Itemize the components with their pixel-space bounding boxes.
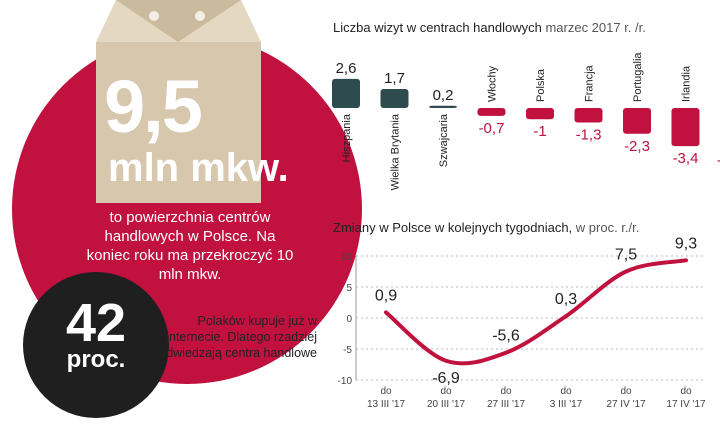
area-value: 9,5: [104, 65, 203, 148]
area-unit: mln mkw.: [108, 146, 289, 190]
line-chart-title-main: Zmiany w Polsce w kolejnych tygodniach,: [333, 220, 573, 235]
bar-category-label-3: Włochy: [487, 65, 499, 102]
bar-category-label-0: Hiszpania: [341, 113, 353, 162]
bar-chart-subtitle: marzec 2017 r. /r.: [545, 20, 646, 35]
line-x-label-top-1: do: [440, 386, 452, 397]
line-point-5: [684, 258, 688, 262]
bar-category-label-7: Irlandia: [681, 65, 693, 102]
bar-value-label-6: -2,3: [624, 138, 650, 155]
line-x-label-3: 3 III '17: [550, 399, 583, 410]
bar-chart-title: Liczba wizyt w centrach handlowych marze…: [333, 20, 646, 35]
bar-chart-title-main: Liczba wizyt w centrach handlowych: [333, 20, 542, 35]
line-series: [384, 258, 688, 366]
line-x-label-top-2: do: [500, 386, 512, 397]
line-x-label-top-0: do: [380, 386, 392, 397]
line-x-label-0: 13 III '17: [367, 399, 405, 410]
line-value-label-2: -5,6: [492, 328, 520, 345]
online-share-description: Polaków kupuje już w internecie. Dlatego…: [159, 314, 317, 360]
line-chart-title: Zmiany w Polsce w kolejnych tygodniach, …: [333, 220, 639, 235]
line-chart-y-tick-label-4: -10: [338, 376, 353, 387]
line-chart-y-tick-label-2: 0: [346, 314, 352, 325]
bar-value-label-7: -3,4: [673, 150, 699, 167]
bar-0: [332, 78, 360, 108]
bar-7: [671, 108, 700, 147]
bar-value-label-2: 0,2: [433, 87, 454, 104]
line-point-1: [444, 359, 448, 363]
online-share-unit: proc.: [66, 346, 126, 373]
line-x-label-top-4: do: [620, 386, 632, 397]
line-x-label-4: 27 IV '17: [606, 399, 646, 410]
bar-value-label-8: -10,8: [717, 152, 720, 169]
line-x-label-2: 27 III '17: [487, 399, 525, 410]
bar-category-label-6: Portugalia: [632, 52, 644, 102]
line-chart-subtitle: w proc. r./r.: [575, 220, 640, 235]
bar-value-label-3: -0,7: [479, 120, 505, 137]
bar-category-label-2: Szwajcaria: [438, 113, 450, 167]
line-x-label-top-5: do: [680, 386, 692, 397]
online-share-value: 42: [65, 293, 127, 353]
bar-3: [477, 108, 506, 116]
line-value-label-0: 0,9: [375, 287, 397, 304]
line-x-label-top-3: do: [560, 386, 572, 397]
bar-1: [380, 88, 409, 108]
line-value-label-5: 9,3: [675, 235, 697, 252]
bar-value-label-4: -1: [533, 123, 546, 140]
bar-5: [574, 108, 603, 123]
line-chart-y-tick-label-3: -5: [343, 345, 352, 356]
line-point-4: [624, 270, 628, 273]
bar-4: [526, 108, 554, 120]
line-point-3: [564, 314, 568, 318]
bar-category-label-4: Polska: [535, 68, 547, 102]
bar-6: [623, 108, 651, 134]
bar-value-label-0: 2,6: [336, 60, 357, 77]
line-x-label-5: 17 IV '17: [666, 399, 706, 410]
line-chart-y-tick-label-1: 5: [346, 283, 352, 294]
bar-category-label-5: Francja: [584, 64, 596, 102]
line-value-label-4: 7,5: [615, 247, 637, 264]
line-x-label-1: 20 III '17: [427, 399, 465, 410]
line-value-label-1: -6,9: [432, 370, 460, 387]
line-point-2: [504, 351, 508, 355]
area-description: to powierzchnia centrów handlowych w Pol…: [86, 209, 294, 283]
online-share-circle: [23, 272, 169, 418]
line-point-0: [384, 310, 388, 314]
bar-value-label-5: -1,3: [576, 127, 602, 144]
line-value-label-3: 0,3: [555, 291, 577, 308]
bar-2: [429, 105, 457, 108]
line-chart-y-tick-label-0: 10: [341, 252, 353, 263]
shopping-bag-icon: [96, 0, 261, 203]
bar-category-label-1: Wielka Brytania: [390, 113, 402, 190]
bar-value-label-1: 1,7: [384, 70, 405, 87]
bar-chart: 2,6 Hiszpania 1,7 Wielka Brytania 0,2 Szwajca…: [332, 52, 720, 190]
